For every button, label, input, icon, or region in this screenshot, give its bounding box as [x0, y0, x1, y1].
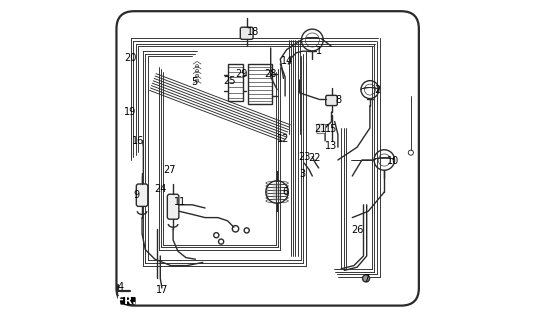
Text: 3: 3	[300, 169, 306, 180]
Text: 21: 21	[314, 124, 326, 134]
FancyBboxPatch shape	[136, 184, 148, 206]
Text: 9: 9	[133, 189, 139, 200]
FancyBboxPatch shape	[120, 297, 136, 305]
FancyBboxPatch shape	[167, 194, 179, 219]
Circle shape	[363, 275, 370, 282]
Text: 8: 8	[335, 95, 342, 106]
Text: 15: 15	[325, 124, 338, 134]
Text: FR.: FR.	[117, 296, 136, 306]
Text: 2: 2	[374, 84, 380, 95]
Text: 16: 16	[133, 136, 144, 147]
Text: 4: 4	[118, 282, 124, 292]
Text: 1: 1	[316, 46, 322, 56]
Text: 11: 11	[174, 197, 187, 207]
Text: 19: 19	[125, 107, 136, 117]
Bar	[227, 64, 243, 101]
Text: 18: 18	[247, 27, 259, 37]
Text: 28: 28	[264, 69, 277, 79]
FancyBboxPatch shape	[117, 11, 419, 306]
Text: 17: 17	[156, 285, 168, 295]
Text: 29: 29	[236, 68, 248, 79]
Text: 12: 12	[277, 133, 289, 144]
Text: 13: 13	[325, 140, 338, 151]
Text: 24: 24	[154, 184, 166, 195]
Text: 7: 7	[364, 274, 370, 284]
FancyBboxPatch shape	[326, 95, 337, 106]
Text: 23: 23	[298, 152, 310, 162]
Text: 10: 10	[387, 156, 400, 166]
Bar	[248, 64, 272, 104]
Text: 26: 26	[351, 225, 363, 236]
Text: 6: 6	[282, 187, 288, 197]
Text: 20: 20	[124, 52, 137, 63]
FancyBboxPatch shape	[317, 124, 326, 134]
Text: 27: 27	[164, 164, 176, 175]
Text: 14: 14	[280, 56, 293, 67]
Text: 5: 5	[192, 76, 197, 87]
FancyBboxPatch shape	[240, 27, 253, 39]
Text: 22: 22	[309, 153, 321, 164]
Text: 25: 25	[223, 76, 235, 86]
